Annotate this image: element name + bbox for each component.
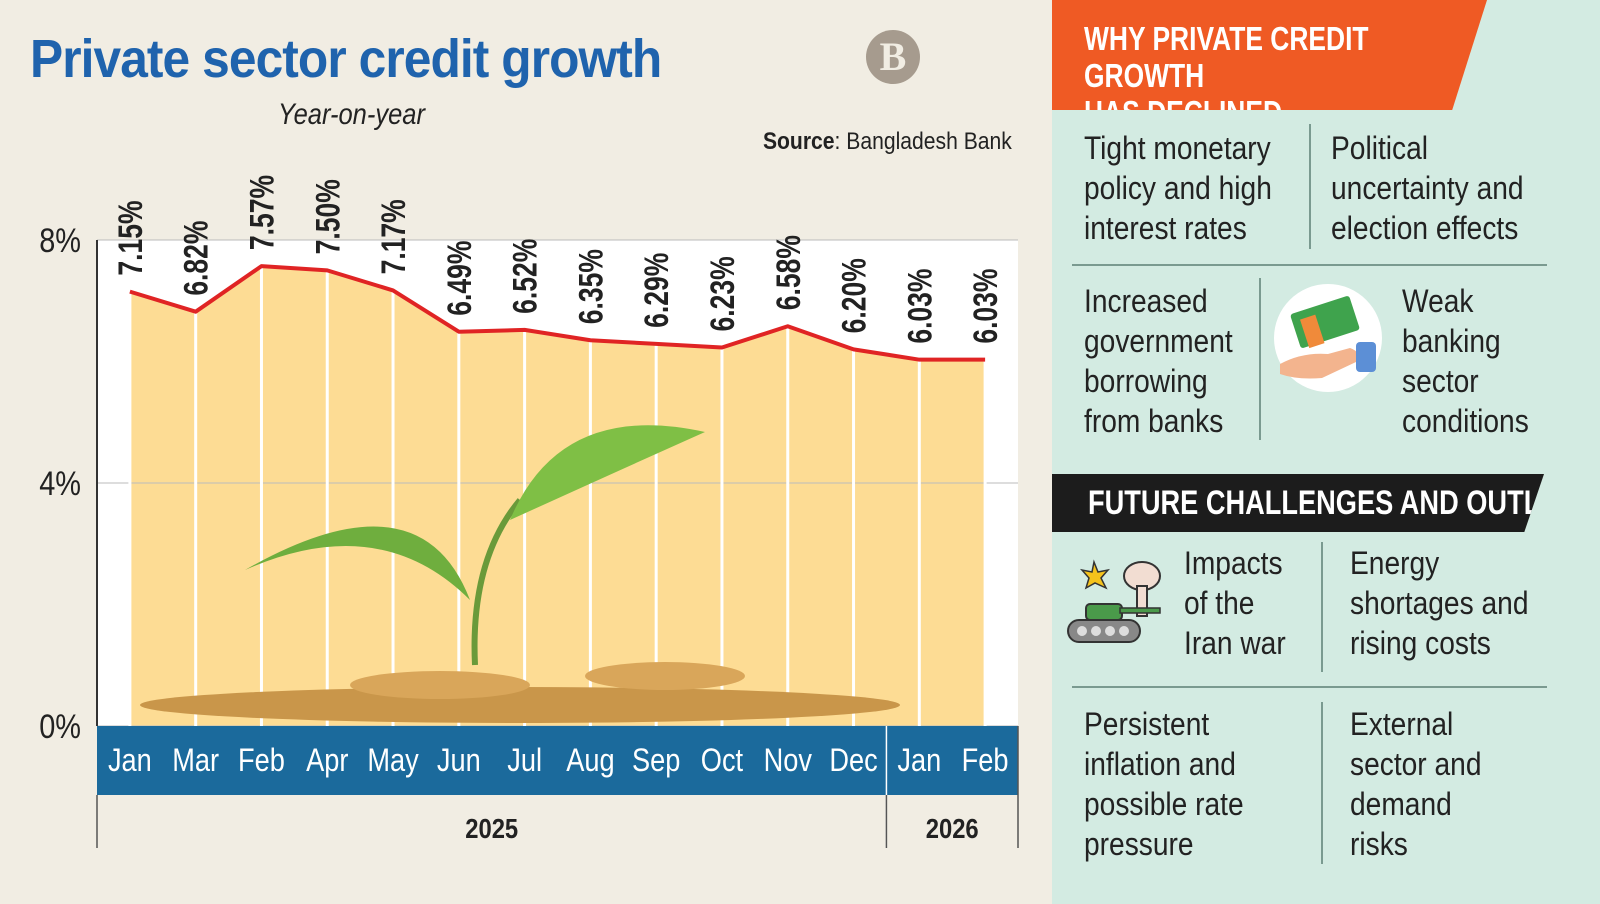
outlook-heading: FUTURE CHALLENGES AND OUTLOOK bbox=[1088, 484, 1600, 522]
data-label: 6.20% bbox=[835, 258, 873, 333]
x-tick-label: Jan bbox=[897, 743, 941, 779]
data-label: 6.03% bbox=[901, 268, 939, 343]
y-tick-label: 0% bbox=[39, 707, 81, 746]
x-tick-label: Feb bbox=[238, 743, 285, 779]
outlook-item: Persistent inflation and possible rate p… bbox=[1084, 706, 1244, 862]
data-label: 6.29% bbox=[638, 253, 676, 328]
side-panel: WHY PRIVATE CREDIT GROWTH HAS DECLINED T… bbox=[1052, 0, 1600, 904]
divider bbox=[1321, 542, 1323, 672]
reason-item: Weak banking sector conditions bbox=[1402, 283, 1529, 439]
outlook-heading-banner: FUTURE CHALLENGES AND OUTLOOK bbox=[1052, 474, 1544, 532]
divider bbox=[1259, 278, 1261, 440]
data-label: 6.58% bbox=[770, 235, 808, 310]
reason-item: Tight monetary policy and high interest … bbox=[1084, 130, 1272, 246]
reasons-heading-banner: WHY PRIVATE CREDIT GROWTH HAS DECLINED bbox=[1052, 0, 1487, 110]
coin-decoration bbox=[585, 662, 745, 690]
reason-item: Increased government borrowing from bank… bbox=[1084, 283, 1233, 439]
data-label: 6.82% bbox=[178, 221, 216, 296]
outlook-item: External sector and demand risks bbox=[1350, 706, 1482, 862]
x-tick-label: Mar bbox=[172, 743, 219, 779]
x-tick-label: Jul bbox=[507, 743, 542, 779]
x-tick-label: Nov bbox=[764, 743, 812, 779]
publisher-logo: B bbox=[866, 30, 920, 84]
x-tick-label: Sep bbox=[632, 743, 680, 779]
y-tick-label: 8% bbox=[39, 221, 81, 260]
data-label: 6.23% bbox=[704, 256, 742, 331]
source-label: Source bbox=[763, 128, 835, 155]
outlook-item: Impacts of the Iran war bbox=[1184, 545, 1286, 661]
x-tick-label: Jan bbox=[108, 743, 152, 779]
source-value: : Bangladesh Bank bbox=[834, 128, 1012, 155]
source-note: Source: Bangladesh Bank bbox=[763, 128, 1012, 156]
page-title: Private sector credit growth bbox=[30, 29, 662, 89]
year-label: 2025 bbox=[465, 812, 518, 844]
data-label: 6.35% bbox=[572, 249, 610, 324]
x-tick-label: Apr bbox=[306, 743, 348, 779]
x-tick-label: Feb bbox=[962, 743, 1009, 779]
outlook-item: Energy shortages and rising costs bbox=[1350, 545, 1529, 661]
sprout-leaf bbox=[245, 526, 470, 600]
coin-decoration bbox=[350, 671, 530, 699]
data-label: 6.03% bbox=[967, 268, 1005, 343]
data-label: 6.49% bbox=[441, 241, 479, 316]
money-hand-icon bbox=[1274, 284, 1382, 392]
x-tick-label: May bbox=[367, 743, 419, 779]
divider bbox=[1309, 124, 1311, 249]
x-tick-label: Dec bbox=[829, 743, 877, 779]
data-label: 7.57% bbox=[243, 175, 281, 250]
sprout-stem bbox=[471, 498, 523, 666]
data-label: 7.50% bbox=[309, 179, 347, 254]
data-label: 7.17% bbox=[375, 199, 413, 274]
sprout-leaf bbox=[510, 425, 705, 520]
x-tick-label: Jun bbox=[437, 743, 481, 779]
y-tick-label: 4% bbox=[39, 464, 81, 503]
x-tick-label: Oct bbox=[701, 743, 744, 779]
x-tick-label: Aug bbox=[566, 743, 614, 779]
tank-explosion-icon bbox=[1067, 559, 1161, 643]
data-label: 6.52% bbox=[506, 239, 544, 314]
year-label: 2026 bbox=[926, 812, 979, 844]
reasons-heading: WHY PRIVATE CREDIT GROWTH HAS DECLINED bbox=[1084, 20, 1369, 131]
divider bbox=[1072, 264, 1547, 266]
data-label: 7.15% bbox=[112, 200, 150, 275]
reason-item: Political uncertainty and election effec… bbox=[1331, 130, 1524, 246]
divider bbox=[1072, 686, 1547, 688]
divider bbox=[1321, 702, 1323, 864]
coins-decoration bbox=[140, 687, 900, 723]
credit-growth-chart: 0% 4% 8% 7.15% 6.82% 7.57% 7.50% 7.17% 6.49% 6.52… bbox=[39, 175, 1019, 848]
series-line bbox=[129, 264, 986, 362]
chart-subtitle: Year-on-year bbox=[278, 98, 425, 131]
x-axis-band bbox=[97, 726, 1018, 795]
